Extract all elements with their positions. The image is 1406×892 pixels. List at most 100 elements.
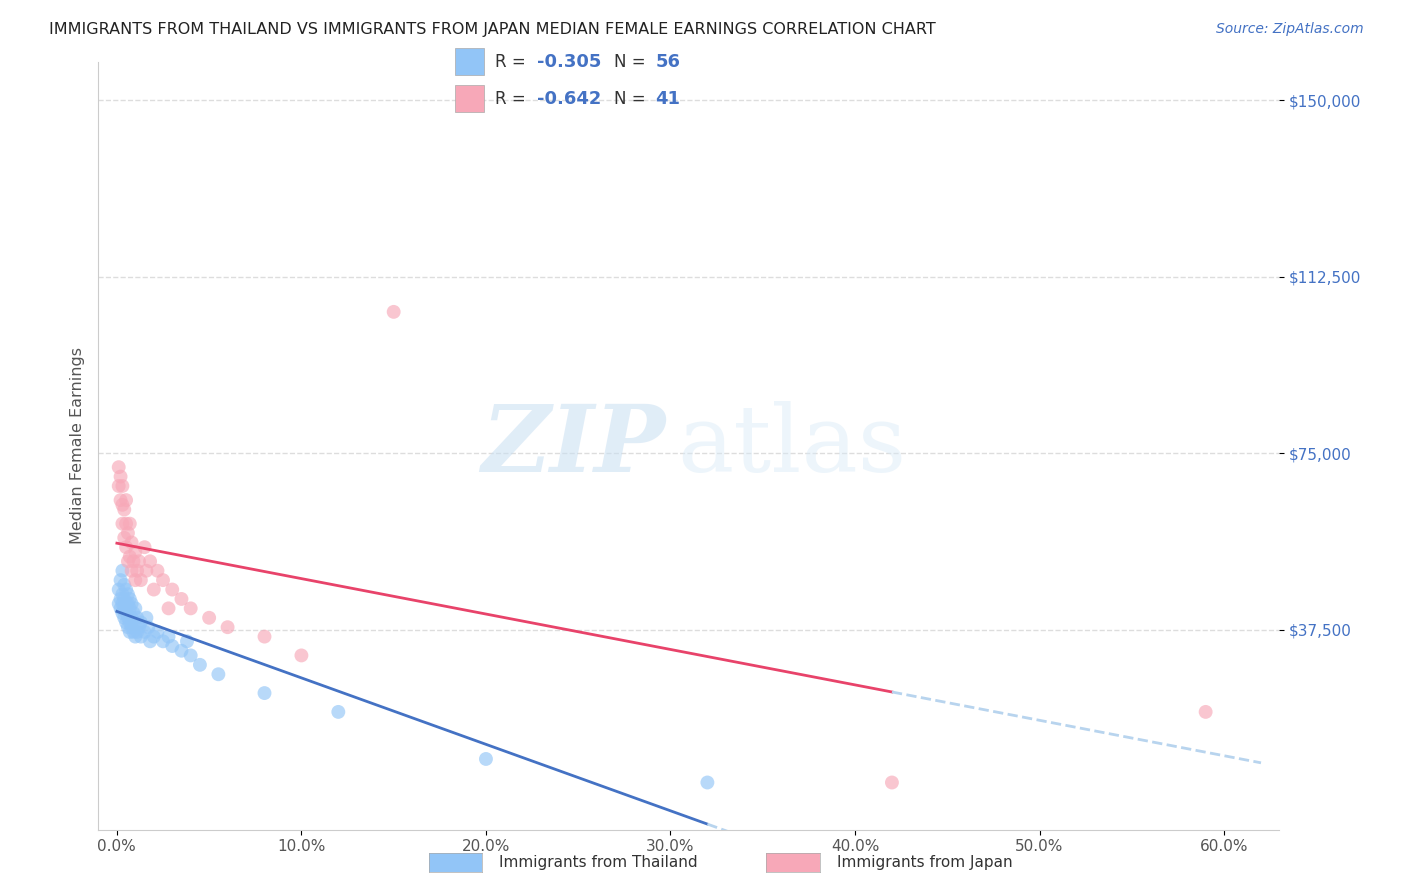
Point [880,775,903,789]
Point [696,775,718,789]
Point [1195,705,1218,719]
Point [110,469,132,483]
Point [188,657,211,672]
Point [111,498,134,512]
Point [176,634,198,648]
Text: Immigrants from Japan: Immigrants from Japan [837,855,1012,870]
Point [115,615,138,630]
Point [121,620,143,634]
Point [127,611,149,625]
Text: Immigrants from Thailand: Immigrants from Thailand [499,855,697,870]
Point [152,634,174,648]
Point [135,611,157,625]
Point [217,620,239,634]
Point [128,554,150,568]
Point [207,667,229,681]
Point [111,587,134,601]
Point [107,460,129,475]
Point [115,493,138,508]
Point [118,601,141,615]
Point [122,554,145,568]
Point [118,591,141,606]
Point [382,305,405,319]
Point [115,606,138,620]
Point [124,601,146,615]
Text: R =: R = [495,53,530,70]
Point [115,597,138,611]
Point [112,502,135,516]
Point [127,624,149,639]
Point [115,582,138,597]
Point [117,620,139,634]
Point [110,573,132,587]
Point [107,597,129,611]
Point [180,648,202,663]
Text: Source: ZipAtlas.com: Source: ZipAtlas.com [1216,22,1364,37]
Text: N =: N = [614,53,651,70]
Point [112,601,135,615]
Point [122,624,145,639]
Text: R =: R = [495,90,530,108]
Point [124,545,146,559]
Point [162,639,183,653]
Point [117,587,139,601]
Point [121,597,143,611]
Point [115,516,138,531]
Point [111,516,134,531]
Point [110,591,132,606]
Point [112,591,135,606]
Point [170,591,193,606]
Point [111,606,134,620]
Text: 41: 41 [655,90,681,108]
Point [124,573,146,587]
Text: N =: N = [614,90,651,108]
Text: ZIP: ZIP [481,401,665,491]
Bar [454,48,484,76]
Point [134,540,156,554]
Point [110,493,132,508]
Point [139,554,162,568]
Point [142,630,165,644]
Point [162,582,183,597]
Text: 56: 56 [655,53,681,70]
Point [107,479,129,493]
Point [118,516,141,531]
Point [115,540,138,554]
Point [253,630,276,644]
Point [118,549,141,564]
Point [111,564,134,578]
Point [127,564,149,578]
Point [110,601,132,615]
Point [157,601,180,615]
Point [122,606,145,620]
Point [152,573,174,587]
Text: atlas: atlas [678,401,907,491]
Point [475,752,498,766]
Point [111,597,134,611]
Point [328,705,350,719]
Point [124,615,146,630]
Point [157,630,180,644]
Point [180,601,202,615]
Point [290,648,312,663]
Point [136,620,159,634]
Point [198,611,221,625]
Point [112,531,135,545]
Point [118,624,141,639]
Bar [454,85,484,112]
Point [139,634,162,648]
Point [121,611,143,625]
Point [111,479,134,493]
Point [124,630,146,644]
Point [142,582,165,597]
Point [134,624,156,639]
Point [128,620,150,634]
Point [117,611,139,625]
Point [107,582,129,597]
Point [146,564,169,578]
Point [112,578,135,592]
Point [129,615,152,630]
Point [118,615,141,630]
Point [112,611,135,625]
Point [170,644,193,658]
